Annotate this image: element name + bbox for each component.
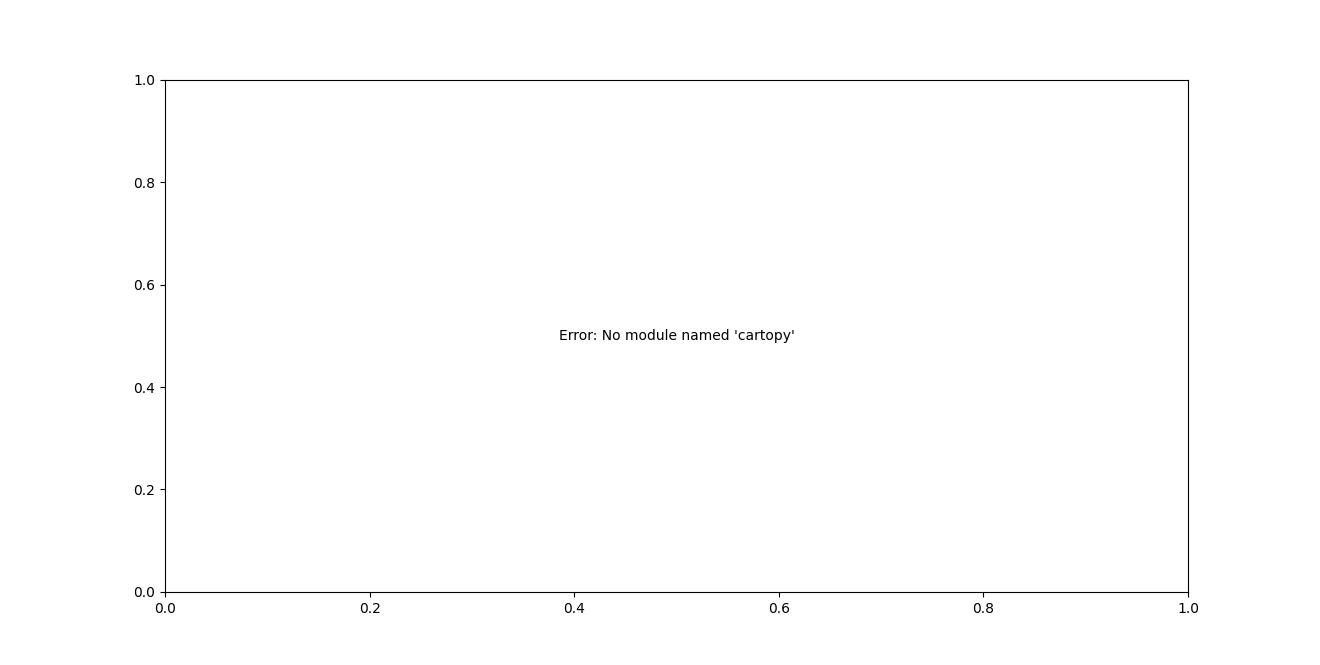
Text: Error: No module named 'cartopy': Error: No module named 'cartopy': [558, 329, 795, 343]
